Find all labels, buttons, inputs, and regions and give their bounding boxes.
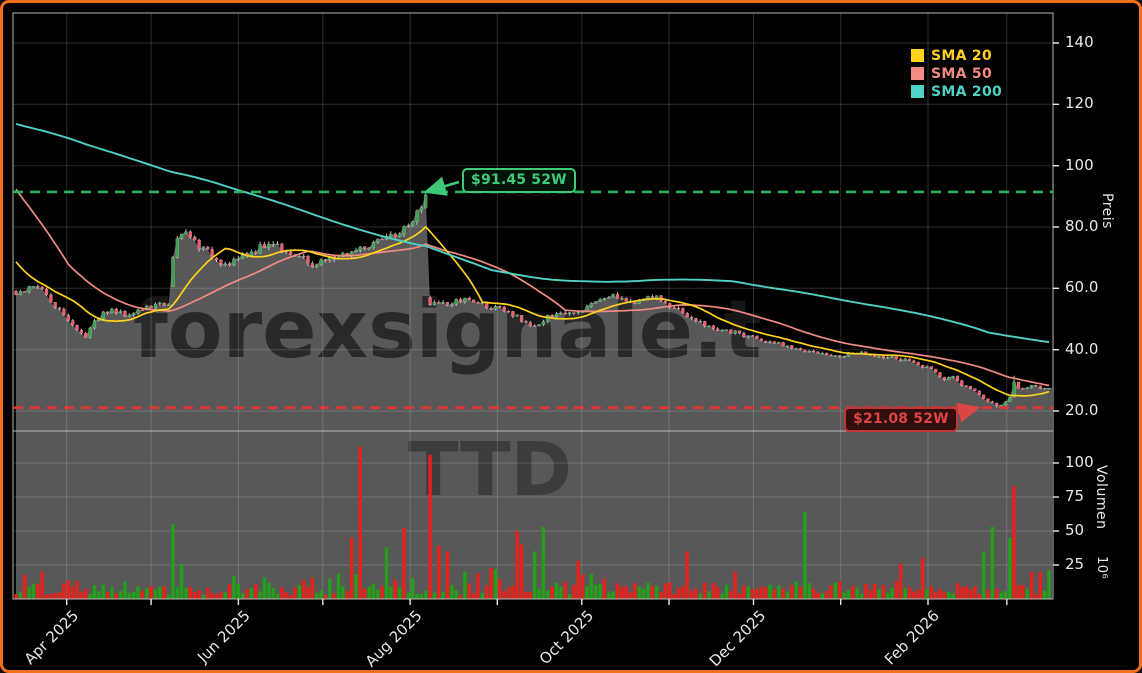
volume-axis-unit: 10⁶ — [1094, 556, 1109, 580]
volume-tick-label: 25 — [1065, 555, 1085, 573]
close-area-fill — [16, 194, 1052, 600]
sma20-swatch-icon — [911, 49, 924, 62]
volume-tick-label: 50 — [1065, 521, 1085, 539]
sma200-swatch-icon — [911, 85, 924, 98]
volume-axis-title: Volumen 10⁶ — [1093, 465, 1109, 580]
low-52w-annotation: $21.08 52W — [844, 407, 958, 432]
sma50-line — [15, 188, 1050, 387]
legend-label-sma200: SMA 200 — [931, 83, 1003, 100]
legend-item-sma200: SMA 200 — [911, 83, 1002, 100]
legend: SMA 20 SMA 50 SMA 200 — [911, 47, 1002, 101]
high-52w-arrow — [423, 176, 460, 196]
price-tick-label: 20.0 — [1065, 401, 1099, 419]
sma20-line — [15, 225, 1050, 397]
volume-tick-label: 75 — [1065, 487, 1085, 505]
watermark-ticker: TTD — [408, 427, 572, 513]
volume-axis-title-text: Volumen — [1093, 465, 1109, 530]
legend-item-sma20: SMA 20 — [911, 47, 1002, 64]
high-52w-annotation: $91.45 52W — [462, 168, 576, 193]
watermark-site: forexsignale.t — [133, 283, 762, 376]
volume-bars — [14, 446, 1051, 599]
legend-label-sma50: SMA 50 — [931, 65, 993, 82]
price-axis-title: Preis — [1099, 193, 1115, 229]
sma200-line — [15, 123, 1050, 344]
price-tick-label: 120 — [1065, 94, 1094, 113]
price-tick-label: 40.0 — [1065, 339, 1099, 358]
volume-tick-label: 100 — [1065, 453, 1094, 471]
price-tick-label: 100 — [1065, 155, 1094, 174]
legend-item-sma50: SMA 50 — [911, 65, 1002, 82]
price-tick-label: 60.0 — [1065, 278, 1099, 297]
candles — [14, 191, 1051, 408]
chart-plot-area[interactable]: forexsignale.t TTD — [3, 3, 1139, 670]
sma50-swatch-icon — [911, 67, 924, 80]
price-tick-label: 140 — [1065, 33, 1094, 51]
price-tick-label: 80.0 — [1065, 217, 1099, 235]
legend-label-sma20: SMA 20 — [931, 47, 993, 64]
